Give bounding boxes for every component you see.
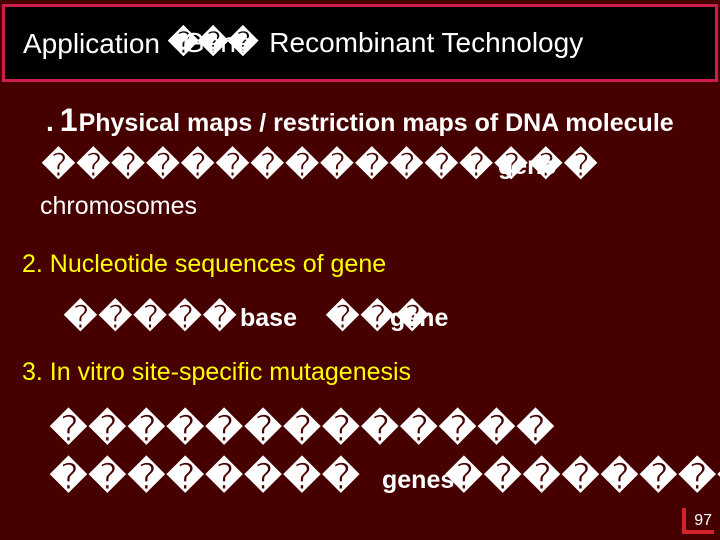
item1-number: 1 <box>60 102 78 139</box>
item1-dot: . <box>46 106 54 138</box>
item1-text: Physical maps / restriction maps of DNA … <box>79 109 674 138</box>
item1-gene-label: gene <box>498 152 556 181</box>
item3-heading: 3. In vitro site-specific mutagenesis <box>22 358 411 387</box>
page-number-box: 97 <box>682 508 714 534</box>
item2-heading: 2. Nucleotide sequences of gene <box>22 250 386 279</box>
title-box: Application ��� Gene Recombinant Technol… <box>2 4 718 82</box>
item1-chromosomes: chromosomes <box>40 192 197 221</box>
title-application: Application <box>23 28 160 60</box>
item3-glyphs-b-right: ��������� <box>445 456 720 497</box>
item1-heading: . 1 Physical maps / restriction maps of … <box>46 102 674 139</box>
item2-base-label: base <box>240 304 297 333</box>
item3-genes-label: genes <box>382 466 454 495</box>
page-number: 97 <box>694 512 712 530</box>
item1-glyphs-left: ����������� <box>42 147 425 183</box>
title-gene-text: Gene <box>183 27 252 58</box>
title-gene: Gene Recombinant Technology <box>183 27 583 59</box>
item3-glyph-row-a: ������������� <box>50 408 556 450</box>
item2-glyphs-left: ����� <box>64 298 238 336</box>
title-rest: Recombinant Technology <box>269 27 583 58</box>
item2-gene-label: gene <box>390 304 448 333</box>
item3-glyphs-b-left: �������� <box>50 456 361 497</box>
